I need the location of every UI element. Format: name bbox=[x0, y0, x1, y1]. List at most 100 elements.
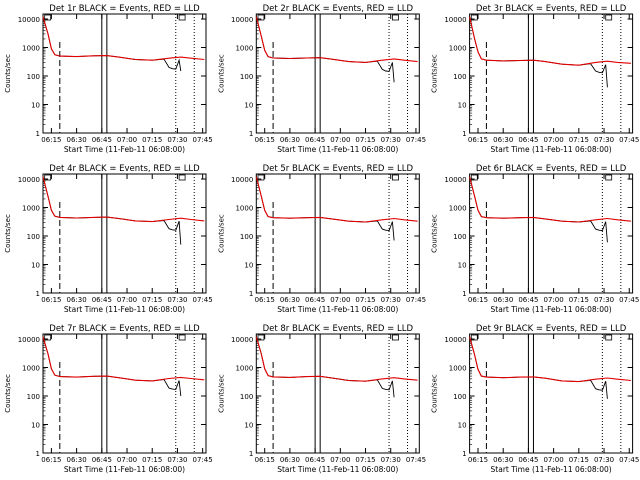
y-tick-label: 1000 bbox=[235, 205, 253, 213]
events-series-line bbox=[42, 336, 182, 397]
plot-frame bbox=[255, 13, 420, 134]
y-tick-label: 1000 bbox=[22, 45, 40, 53]
interval-box-marker bbox=[257, 334, 265, 341]
interval-box-marker bbox=[392, 14, 399, 21]
x-tick-label: 06:30 bbox=[493, 456, 513, 464]
panel-title: Det 6r BLACK = Events, RED = LLD bbox=[476, 164, 627, 174]
y-tick-label: 1000 bbox=[235, 365, 253, 373]
panel-det-3: Det 3r BLACK = Events, RED = LLD Counts/s… bbox=[431, 4, 640, 154]
lld-series-line bbox=[469, 16, 631, 66]
plot-frame bbox=[42, 13, 207, 134]
x-tick-label: 07:30 bbox=[167, 136, 187, 144]
y-axis-label: Counts/sec bbox=[217, 54, 225, 93]
events-series-line bbox=[469, 336, 608, 399]
interval-box-marker bbox=[605, 174, 613, 181]
x-tick-label: 07:30 bbox=[381, 136, 401, 144]
x-tick-label: 07:30 bbox=[167, 296, 187, 304]
x-tick-label: 06:15 bbox=[41, 296, 61, 304]
y-tick-label: 1 bbox=[36, 130, 40, 138]
y-tick-label: 10000 bbox=[231, 16, 253, 24]
y-tick-label: 10 bbox=[244, 102, 253, 110]
y-tick-label: 1000 bbox=[449, 205, 467, 213]
x-tick-label: 07:45 bbox=[406, 136, 426, 144]
x-tick-label: 06:30 bbox=[67, 456, 87, 464]
panel-title: Det 4r BLACK = Events, RED = LLD bbox=[49, 164, 200, 174]
plot-frame bbox=[469, 173, 634, 294]
y-tick-label: 10000 bbox=[444, 336, 466, 344]
panel-title: Det 8r BLACK = Events, RED = LLD bbox=[263, 324, 414, 334]
y-tick-label: 10 bbox=[31, 102, 40, 110]
x-tick-label: 07:15 bbox=[355, 296, 375, 304]
y-tick-label: 100 bbox=[453, 233, 466, 241]
x-tick-label: 07:15 bbox=[569, 136, 589, 144]
lld-series-line bbox=[255, 16, 418, 63]
y-tick-label: 100 bbox=[453, 393, 466, 401]
x-tick-label: 06:30 bbox=[280, 296, 300, 304]
y-axis-label: Counts/sec bbox=[431, 54, 439, 93]
y-tick-label: 10000 bbox=[231, 176, 253, 184]
x-tick-label: 07:15 bbox=[355, 136, 375, 144]
y-tick-label: 10000 bbox=[18, 16, 40, 24]
y-tick-label: 10 bbox=[244, 422, 253, 430]
x-axis-label: Start Time (11-Feb-11 06:08:00) bbox=[64, 305, 185, 314]
interval-box-marker bbox=[392, 334, 399, 341]
x-tick-label: 06:45 bbox=[518, 136, 538, 144]
lld-series-line bbox=[42, 16, 205, 61]
y-tick-label: 1 bbox=[462, 290, 466, 298]
y-tick-label: 100 bbox=[240, 233, 253, 241]
x-tick-label: 07:45 bbox=[193, 136, 213, 144]
x-tick-label: 07:30 bbox=[594, 136, 614, 144]
interval-box-marker bbox=[44, 14, 52, 21]
x-tick-label: 07:30 bbox=[381, 296, 401, 304]
x-tick-label: 07:45 bbox=[619, 456, 639, 464]
x-tick-label: 06:15 bbox=[41, 136, 61, 144]
y-tick-label: 10 bbox=[31, 262, 40, 270]
events-series-line bbox=[255, 336, 395, 398]
x-tick-label: 06:30 bbox=[67, 136, 87, 144]
x-tick-label: 06:45 bbox=[518, 296, 538, 304]
x-tick-label: 07:00 bbox=[117, 296, 137, 304]
y-axis-label: Counts/sec bbox=[4, 214, 12, 253]
lld-series-line bbox=[255, 176, 418, 223]
x-tick-label: 06:15 bbox=[468, 456, 488, 464]
interval-box-marker bbox=[470, 14, 478, 21]
x-tick-label: 06:45 bbox=[305, 296, 325, 304]
x-tick-label: 06:45 bbox=[305, 456, 325, 464]
plot-frame bbox=[469, 13, 634, 134]
plot-frame bbox=[255, 333, 420, 454]
interval-box-marker bbox=[470, 174, 478, 181]
interval-box-marker bbox=[605, 334, 613, 341]
y-tick-label: 100 bbox=[240, 73, 253, 81]
x-tick-label: 07:00 bbox=[330, 296, 350, 304]
panel-det-4: Det 4r BLACK = Events, RED = LLD Counts/s… bbox=[4, 164, 213, 314]
y-tick-label: 1 bbox=[36, 450, 40, 458]
y-tick-label: 1 bbox=[36, 290, 40, 298]
plot-frame bbox=[255, 173, 420, 294]
y-tick-label: 10000 bbox=[231, 336, 253, 344]
x-tick-label: 07:00 bbox=[544, 296, 564, 304]
y-tick-label: 1000 bbox=[22, 365, 40, 373]
x-tick-label: 07:45 bbox=[619, 136, 639, 144]
panel-title: Det 9r BLACK = Events, RED = LLD bbox=[476, 324, 627, 334]
x-tick-label: 07:30 bbox=[594, 296, 614, 304]
x-tick-label: 07:15 bbox=[142, 136, 162, 144]
y-tick-label: 1 bbox=[462, 130, 466, 138]
panel-det-5: Det 5r BLACK = Events, RED = LLD Counts/s… bbox=[217, 164, 426, 314]
x-tick-label: 07:30 bbox=[167, 456, 187, 464]
x-axis-label: Start Time (11-Feb-11 06:08:00) bbox=[64, 145, 185, 154]
y-tick-label: 1 bbox=[462, 450, 466, 458]
x-tick-label: 07:45 bbox=[406, 456, 426, 464]
y-tick-label: 10 bbox=[458, 422, 467, 430]
interval-box-marker bbox=[605, 14, 613, 21]
x-tick-label: 06:45 bbox=[518, 456, 538, 464]
interval-box-marker bbox=[257, 174, 265, 181]
x-tick-label: 07:30 bbox=[594, 456, 614, 464]
panel-title: Det 2r BLACK = Events, RED = LLD bbox=[263, 4, 414, 14]
x-tick-label: 06:45 bbox=[92, 456, 112, 464]
plot-frame bbox=[42, 333, 207, 454]
panel-det-7: Det 7r BLACK = Events, RED = LLD Counts/s… bbox=[4, 324, 213, 474]
panel-det-8: Det 8r BLACK = Events, RED = LLD Counts/s… bbox=[217, 324, 426, 474]
x-tick-label: 07:45 bbox=[193, 456, 213, 464]
x-tick-label: 06:15 bbox=[41, 456, 61, 464]
